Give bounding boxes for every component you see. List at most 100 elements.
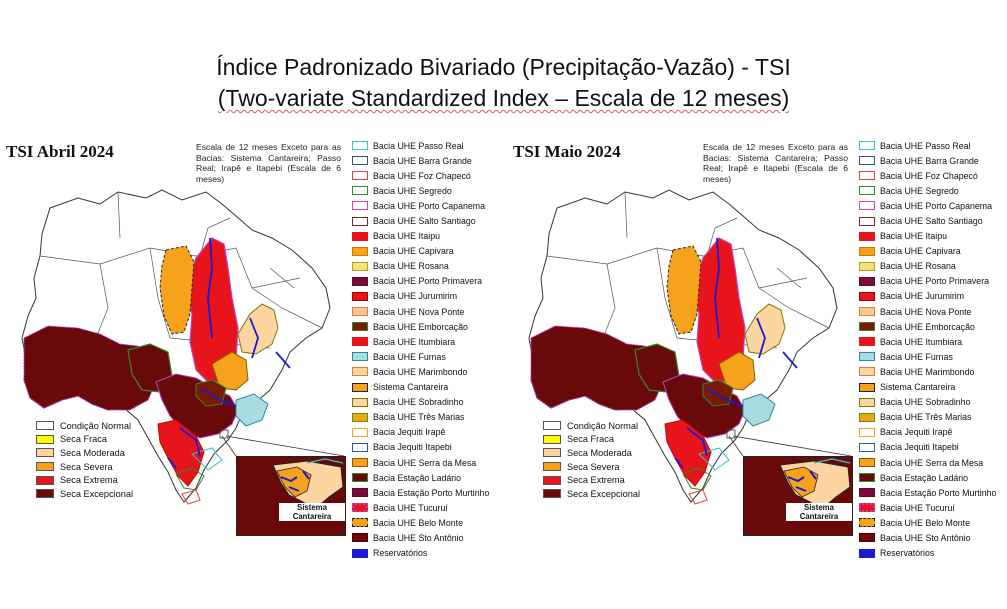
basin-label: Bacia UHE Três Marias <box>373 412 465 423</box>
basin-legend-item: Bacia UHE Itaipu <box>859 229 996 244</box>
basin-legend-item: Bacia UHE Salto Santiago <box>859 213 996 228</box>
basin-label: Bacia UHE Itumbiara <box>373 336 456 347</box>
basin-legend-item: Bacia UHE Marimbondo <box>859 364 996 379</box>
basin-legend-item: Bacia UHE Serra da Mesa <box>352 455 489 470</box>
panel-title: TSI Abril 2024 <box>6 142 114 161</box>
basin-sobradinho <box>744 303 786 355</box>
condition-swatch <box>36 448 54 458</box>
basin-swatch <box>352 367 368 377</box>
basin-legend-item: Bacia UHE Foz Chapecó <box>859 168 996 183</box>
inset-cantareira-core <box>276 466 312 498</box>
basin-swatch <box>352 156 368 166</box>
basin-legend: Bacia UHE Passo Real Bacia UHE Barra Gran… <box>859 138 996 561</box>
basin-label: Bacia UHE Nova Ponte <box>880 306 972 317</box>
scale-note: Escala de 12 meses Exceto para as Bacias… <box>196 142 341 184</box>
basin-swatch <box>859 186 875 196</box>
basin-swatch <box>352 397 368 407</box>
basin-label: Bacia UHE Itumbiara <box>880 336 963 347</box>
basin-swatch <box>859 307 875 317</box>
condition-legend-item: Seca Moderada <box>543 446 640 460</box>
basin-legend-item: Bacia UHE Itumbiara <box>352 334 489 349</box>
basin-sobradinho <box>237 303 279 355</box>
condition-label: Seca Severa <box>567 461 620 472</box>
basin-swatch <box>352 171 368 181</box>
basin-legend-item: Bacia UHE Segredo <box>352 183 489 198</box>
basin-label: Bacia UHE Segredo <box>373 185 452 196</box>
basin-label: Bacia UHE Marimbondo <box>373 366 468 377</box>
condition-label: Seca Severa <box>60 461 113 472</box>
south-basin-outlines <box>682 447 730 505</box>
basin-legend-item: Bacia UHE Segredo <box>859 183 996 198</box>
condition-legend-item: Seca Extrema <box>36 473 133 487</box>
tsi-map-panel-maio: TSI Maio 2024 Escala de 12 meses Exceto … <box>507 138 1007 608</box>
basin-label: Bacia UHE Sobradinho <box>880 397 971 408</box>
condition-swatch <box>36 434 54 444</box>
basin-label: Reservatórios <box>373 548 428 559</box>
inset-leader-lines <box>219 429 345 457</box>
basin-label: Bacia Jequiti Itapebi <box>880 442 959 453</box>
basin-legend-item: Bacia UHE Barra Grande <box>859 153 996 168</box>
basin-sto-antonio <box>530 325 664 411</box>
basin-label: Reservatórios <box>880 548 935 559</box>
basin-label: Bacia UHE Belo Monte <box>880 517 970 528</box>
basin-swatch <box>352 216 368 226</box>
basin-swatch <box>859 171 875 181</box>
basin-swatch <box>859 201 875 211</box>
basin-legend-item: Bacia Estação Ladário <box>859 470 996 485</box>
basin-label: Bacia UHE Foz Chapecó <box>880 170 978 181</box>
basin-swatch <box>859 473 875 483</box>
basin-swatch <box>859 397 875 407</box>
basin-legend-item: Bacia UHE Jurumirim <box>352 289 489 304</box>
inset-map <box>779 458 851 510</box>
basin-legend-item: Bacia UHE Sobradinho <box>352 395 489 410</box>
brazil-map <box>528 189 852 505</box>
basin-label: Bacia UHE Rosana <box>880 261 956 272</box>
basin-label: Bacia UHE Salto Santiago <box>880 216 983 227</box>
basin-swatch <box>859 322 875 332</box>
basin-legend-item: Bacia UHE Sto Antônio <box>859 530 996 545</box>
condition-swatch <box>543 475 561 485</box>
basin-label: Bacia UHE Segredo <box>880 185 959 196</box>
basin-label: Bacia UHE Sobradinho <box>373 397 464 408</box>
basin-swatch <box>352 201 368 211</box>
basin-legend-item: Bacia Estação Porto Murtinho <box>859 485 996 500</box>
basin-legend-item: Bacia UHE Porto Primavera <box>859 274 996 289</box>
condition-swatch <box>543 462 561 472</box>
condition-swatch <box>36 475 54 485</box>
basin-swatch <box>352 276 368 286</box>
basin-legend-item: Bacia UHE Porto Primavera <box>352 274 489 289</box>
basin-swatch <box>352 412 368 422</box>
title-line-2: (Two-variate Standardized Index – Escala… <box>217 85 790 111</box>
basin-label: Bacia Estação Porto Murtinho <box>880 487 997 498</box>
cantareira-inset: Sistema Cantareira <box>236 456 346 536</box>
condition-legend-item: Seca Severa <box>36 460 133 474</box>
basin-label: Sistema Cantareira <box>880 382 956 393</box>
basin-swatch <box>859 412 875 422</box>
condition-legend-item: Seca Excepcional <box>36 487 133 501</box>
basin-swatch <box>859 503 875 513</box>
basin-legend-item: Bacia UHE Capivara <box>352 244 489 259</box>
basin-legend-item: Bacia UHE Emborcação <box>859 319 996 334</box>
basin-label: Bacia UHE Sto Antônio <box>373 532 464 543</box>
inset-label: Sistema Cantareira <box>786 503 852 521</box>
inset-cantareira-core <box>783 466 819 498</box>
basin-swatch <box>352 427 368 437</box>
basin-label: Bacia UHE Sto Antônio <box>880 532 971 543</box>
basin-swatch <box>859 352 875 362</box>
basin-swatch <box>352 246 368 256</box>
basin-label: Bacia UHE Itaipu <box>880 231 947 242</box>
basin-swatch <box>859 533 875 543</box>
basin-legend-item: Reservatórios <box>352 546 489 561</box>
condition-legend-item: Condição Normal <box>543 419 640 433</box>
basin-swatch <box>352 186 368 196</box>
basin-swatch <box>352 141 368 151</box>
figure-title: Índice Padronizado Bivariado (Precipitaç… <box>0 52 1007 114</box>
condition-legend-item: Seca Severa <box>543 460 640 474</box>
basin-legend-item: Bacia UHE Furnas <box>352 349 489 364</box>
basin-label: Bacia UHE Passo Real <box>880 140 971 151</box>
basin-swatch <box>859 548 875 558</box>
basin-swatch <box>859 156 875 166</box>
basin-legend-item: Bacia UHE Rosana <box>352 259 489 274</box>
basin-swatch <box>859 141 875 151</box>
basin-legend-item: Bacia UHE Tucuruí <box>352 500 489 515</box>
